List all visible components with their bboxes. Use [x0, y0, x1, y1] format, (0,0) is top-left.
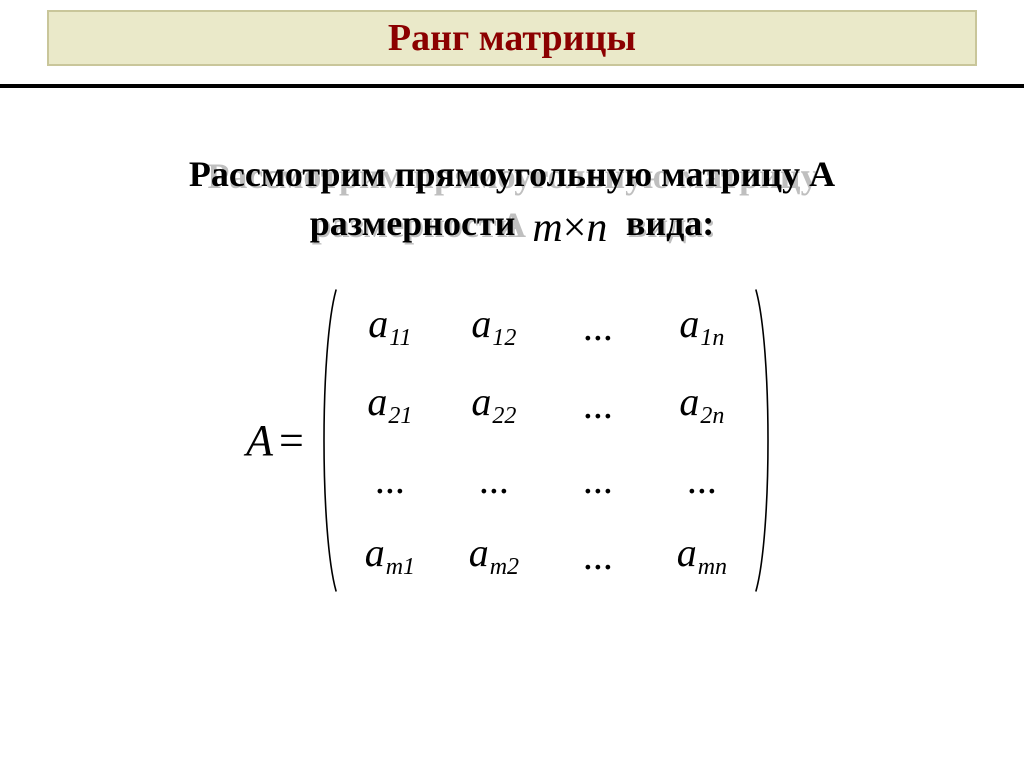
matrix-dots: ... [568, 303, 628, 350]
matrix-cell: a12 [464, 300, 524, 352]
matrix-cell: a1n [672, 300, 732, 352]
matrix-dots: ... [464, 456, 524, 503]
horizontal-rule [0, 84, 1024, 88]
matrix-cell: a22 [464, 378, 524, 430]
matrix-dots: ... [568, 532, 628, 579]
intro-line1: Рассмотрим прямоугольную матрицу А [189, 150, 835, 199]
matrix-dots: ... [568, 456, 628, 503]
slide-title: Ранг матрицы [388, 16, 636, 60]
intro-line2-pre: размерности [310, 199, 516, 248]
matrix-cell: a2n [672, 378, 732, 430]
slide: Ранг матрицы Рассмотрим прямоугольную ма… [0, 0, 1024, 767]
body: Рассмотрим прямоугольную матрицу А разме… [0, 150, 1024, 595]
title-bar: Ранг матрицы [47, 10, 977, 66]
intro-text: Рассмотрим прямоугольную матрицу А разме… [0, 150, 1024, 256]
equals-sign: = [273, 416, 304, 465]
intro-line2-post: вида: [626, 199, 714, 248]
matrix-dots: ... [672, 456, 732, 503]
matrix-cell: a11 [360, 300, 420, 352]
matrix-cell: am1 [360, 529, 420, 581]
lhs-A: A [246, 416, 273, 465]
left-paren-icon [314, 286, 340, 595]
right-paren-icon [752, 286, 778, 595]
matrix-cell: amn [672, 529, 732, 581]
matrix-cell: am2 [464, 529, 524, 581]
matrix-with-parens: a11 a12... a1n a21 a22... a2n............ am1 a… [314, 286, 778, 595]
matrix-grid: a11 a12... a1n a21 a22... a2n............ am1 a… [340, 286, 752, 595]
matrix-dots: ... [568, 381, 628, 428]
matrix-dots: ... [360, 456, 420, 503]
matrix-cell: a21 [360, 378, 420, 430]
lhs: A= [246, 415, 314, 466]
matrix-formula: A= a11a12...a1na21a22...a2n............a… [0, 286, 1024, 595]
